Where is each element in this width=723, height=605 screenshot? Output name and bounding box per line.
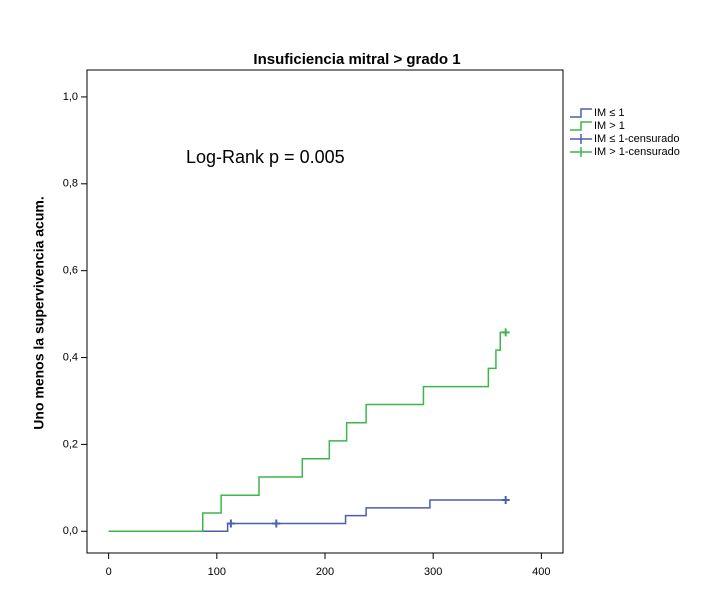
- censor-mark: [501, 496, 510, 505]
- censor-mark: [272, 519, 281, 528]
- survival-step: [108, 499, 506, 533]
- y-axis-label: Uno menos la supervivencia acum.: [31, 196, 47, 429]
- x-tick-label: 400: [532, 566, 550, 578]
- legend-label: IM ≤ 1-censurado: [594, 133, 680, 145]
- legend-label: IM > 1: [594, 120, 625, 132]
- legend-swatch: [570, 121, 592, 131]
- y-tick-label: 0,2: [63, 438, 78, 450]
- y-tick-label: 0,8: [63, 178, 78, 190]
- censor-mark: [501, 328, 510, 337]
- x-tick-label: 100: [208, 566, 226, 578]
- y-tick-label: 0,6: [63, 265, 78, 277]
- x-tick-label: 200: [316, 566, 334, 578]
- legend-label: IM > 1-censurado: [594, 146, 680, 158]
- chart-title: Insuficiencia mitral > grado 1: [253, 51, 460, 68]
- y-tick-label: 1,0: [63, 91, 78, 103]
- x-tick-label: 300: [424, 566, 442, 578]
- legend-swatch: [570, 108, 592, 118]
- censor-mark: [226, 519, 235, 528]
- legend-swatch: [570, 134, 592, 144]
- y-tick-label: 0,0: [63, 525, 78, 537]
- y-tick-label: 0,4: [63, 351, 78, 363]
- survival-step: [108, 331, 504, 533]
- legend-label: IM ≤ 1: [594, 107, 625, 119]
- x-tick-label: 0: [106, 566, 112, 578]
- legend-swatch: [570, 147, 592, 157]
- annotation: Log-Rank p = 0.005: [186, 147, 345, 167]
